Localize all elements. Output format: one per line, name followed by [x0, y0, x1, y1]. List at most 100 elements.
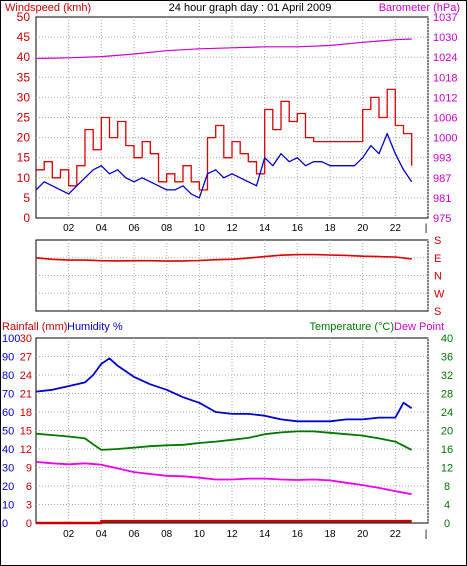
- wind-x-tick-label: 04: [96, 223, 108, 234]
- wind-x-tick-label: 16: [292, 223, 304, 234]
- rainfall-tick-label: 0: [26, 518, 32, 530]
- windspeed-tick-label: 30: [17, 90, 31, 104]
- humidity-tick-label: 100: [2, 333, 20, 345]
- direction-label: W: [434, 288, 445, 300]
- climate-x-tick-label: 04: [96, 529, 108, 540]
- temperature-tick-label: 36: [441, 352, 453, 364]
- dewpoint-axis-label: Dew Point: [394, 321, 444, 333]
- temperature-tick-label: 40: [441, 333, 453, 345]
- climate-x-tick-label: 16: [292, 529, 304, 540]
- wind-direction-line: [35, 253, 412, 262]
- dew-point-line: [35, 461, 412, 496]
- humidity-tick-label: 10: [2, 500, 14, 512]
- wind-gust-line: [36, 88, 413, 191]
- climate-x-tick-label: |: [425, 529, 428, 540]
- climate-x-tick-label: 12: [226, 529, 238, 540]
- wind-x-tick-label: |: [425, 223, 428, 234]
- humidity-tick-label: 20: [2, 481, 14, 493]
- rainfall-tick-label: 27: [20, 352, 32, 364]
- rainfall-tick-label: 3: [26, 500, 32, 512]
- windspeed-tick-label: 5: [23, 191, 30, 205]
- humidity-tick-label: 0: [2, 518, 8, 530]
- climate-x-tick-label: 02: [63, 529, 75, 540]
- rainfall-tick-label: 12: [20, 444, 32, 456]
- barometer-tick-label: 1024: [433, 52, 457, 64]
- humidity-line: [35, 357, 413, 423]
- climate-x-tick-label: 14: [259, 529, 271, 540]
- humidity-axis-label: Humidity %: [67, 321, 123, 333]
- wind-x-tick-label: 18: [324, 223, 336, 234]
- temperature-tick-label: 12: [441, 463, 453, 475]
- rainfall-axis-label: Rainfall (mm): [2, 321, 67, 333]
- humidity-tick-label: 40: [2, 444, 14, 456]
- rainfall-tick-label: 18: [20, 407, 32, 419]
- barometer-tick-label: 1030: [433, 32, 457, 44]
- wind-x-tick-label: 12: [226, 223, 238, 234]
- direction-label: E: [434, 253, 441, 265]
- barometer-tick-label: 993: [433, 153, 451, 165]
- wind-x-tick-label: 22: [390, 223, 402, 234]
- wind-x-tick-label: 08: [161, 223, 173, 234]
- barometer-tick-label: 1037: [433, 12, 457, 24]
- direction-label: N: [434, 271, 442, 283]
- chart-title: 24 hour graph day : 01 April 2009: [169, 2, 332, 14]
- humidity-tick-label: 60: [2, 407, 14, 419]
- windspeed-tick-label: 40: [17, 50, 31, 64]
- barometer-tick-label: 1000: [433, 133, 457, 145]
- wind-x-tick-label: 06: [128, 223, 140, 234]
- humidity-tick-label: 50: [2, 426, 14, 438]
- rainfall-line: [36, 519, 412, 525]
- windspeed-tick-label: 20: [17, 131, 31, 145]
- barometer-tick-label: 981: [433, 193, 451, 205]
- windspeed-tick-label: 45: [17, 30, 31, 44]
- rainfall-tick-label: 21: [20, 389, 32, 401]
- climate-x-tick-label: 18: [324, 529, 336, 540]
- rainfall-tick-label: 9: [26, 463, 32, 475]
- temperature-tick-label: 20: [441, 426, 453, 438]
- barometer-line: [35, 38, 412, 60]
- windspeed-tick-label: 0: [23, 211, 30, 225]
- rainfall-tick-label: 24: [20, 370, 32, 382]
- temperature-tick-label: 16: [441, 444, 453, 456]
- direction-label: S: [434, 235, 441, 247]
- humidity-tick-label: 90: [2, 352, 14, 364]
- temperature-tick-label: 0: [444, 518, 450, 530]
- rainfall-tick-label: 30: [20, 333, 32, 345]
- temperature-tick-label: 8: [444, 481, 450, 493]
- climate-x-tick-label: 06: [128, 529, 140, 540]
- windspeed-tick-label: 35: [17, 70, 31, 84]
- barometer-tick-label: 1012: [433, 92, 457, 104]
- windspeed-tick-label: 50: [17, 10, 31, 24]
- humidity-tick-label: 70: [2, 389, 14, 401]
- barometer-tick-label: 1006: [433, 113, 457, 125]
- climate-x-tick-label: 10: [194, 529, 206, 540]
- temperature-axis-label: Temperature (°C): [310, 321, 394, 333]
- wind-x-tick-label: 20: [357, 223, 369, 234]
- barometer-axis-label: Barometer (hPa): [379, 2, 460, 14]
- rainfall-tick-label: 6: [26, 481, 32, 493]
- windspeed-tick-label: 25: [17, 111, 31, 125]
- barometer-tick-label: 1018: [433, 72, 457, 84]
- temperature-line: [35, 430, 413, 451]
- windspeed-axis-label: Windspeed (kmh): [5, 2, 91, 14]
- climate-x-tick-label: 08: [161, 529, 173, 540]
- barometer-tick-label: 975: [433, 213, 451, 225]
- climate-x-tick-label: 20: [357, 529, 369, 540]
- wind-x-tick-label: 02: [63, 223, 75, 234]
- direction-label: S: [434, 306, 441, 318]
- humidity-tick-label: 80: [2, 370, 14, 382]
- temperature-tick-label: 24: [441, 407, 453, 419]
- temperature-tick-label: 4: [444, 500, 450, 512]
- wind-x-tick-label: 14: [259, 223, 271, 234]
- temperature-tick-label: 28: [441, 389, 453, 401]
- windspeed-tick-label: 10: [17, 171, 31, 185]
- rainfall-tick-label: 15: [20, 426, 32, 438]
- climate-x-tick-label: 22: [390, 529, 402, 540]
- humidity-tick-label: 30: [2, 463, 14, 475]
- windspeed-tick-label: 15: [17, 151, 31, 165]
- barometer-tick-label: 987: [433, 173, 451, 185]
- wind-speed-line: [35, 132, 413, 199]
- temperature-tick-label: 32: [441, 370, 453, 382]
- wind-x-tick-label: 10: [194, 223, 206, 234]
